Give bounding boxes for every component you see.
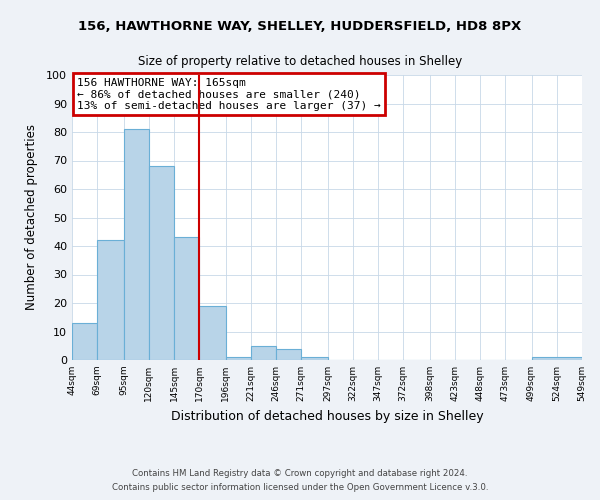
Bar <box>251 346 276 360</box>
Bar <box>532 357 582 360</box>
Bar <box>124 129 149 360</box>
Bar <box>199 306 226 360</box>
Bar <box>97 240 124 360</box>
Bar <box>174 238 199 360</box>
Text: 156 HAWTHORNE WAY: 165sqm
← 86% of detached houses are smaller (240)
13% of semi: 156 HAWTHORNE WAY: 165sqm ← 86% of detac… <box>77 78 381 111</box>
X-axis label: Distribution of detached houses by size in Shelley: Distribution of detached houses by size … <box>170 410 484 422</box>
Bar <box>149 166 174 360</box>
Text: Contains HM Land Registry data © Crown copyright and database right 2024.: Contains HM Land Registry data © Crown c… <box>132 468 468 477</box>
Bar <box>72 323 97 360</box>
Y-axis label: Number of detached properties: Number of detached properties <box>25 124 38 310</box>
Text: Size of property relative to detached houses in Shelley: Size of property relative to detached ho… <box>138 55 462 68</box>
Bar <box>301 357 328 360</box>
Text: 156, HAWTHORNE WAY, SHELLEY, HUDDERSFIELD, HD8 8PX: 156, HAWTHORNE WAY, SHELLEY, HUDDERSFIEL… <box>79 20 521 33</box>
Bar <box>276 348 301 360</box>
Text: Contains public sector information licensed under the Open Government Licence v.: Contains public sector information licen… <box>112 484 488 492</box>
Bar <box>226 357 251 360</box>
